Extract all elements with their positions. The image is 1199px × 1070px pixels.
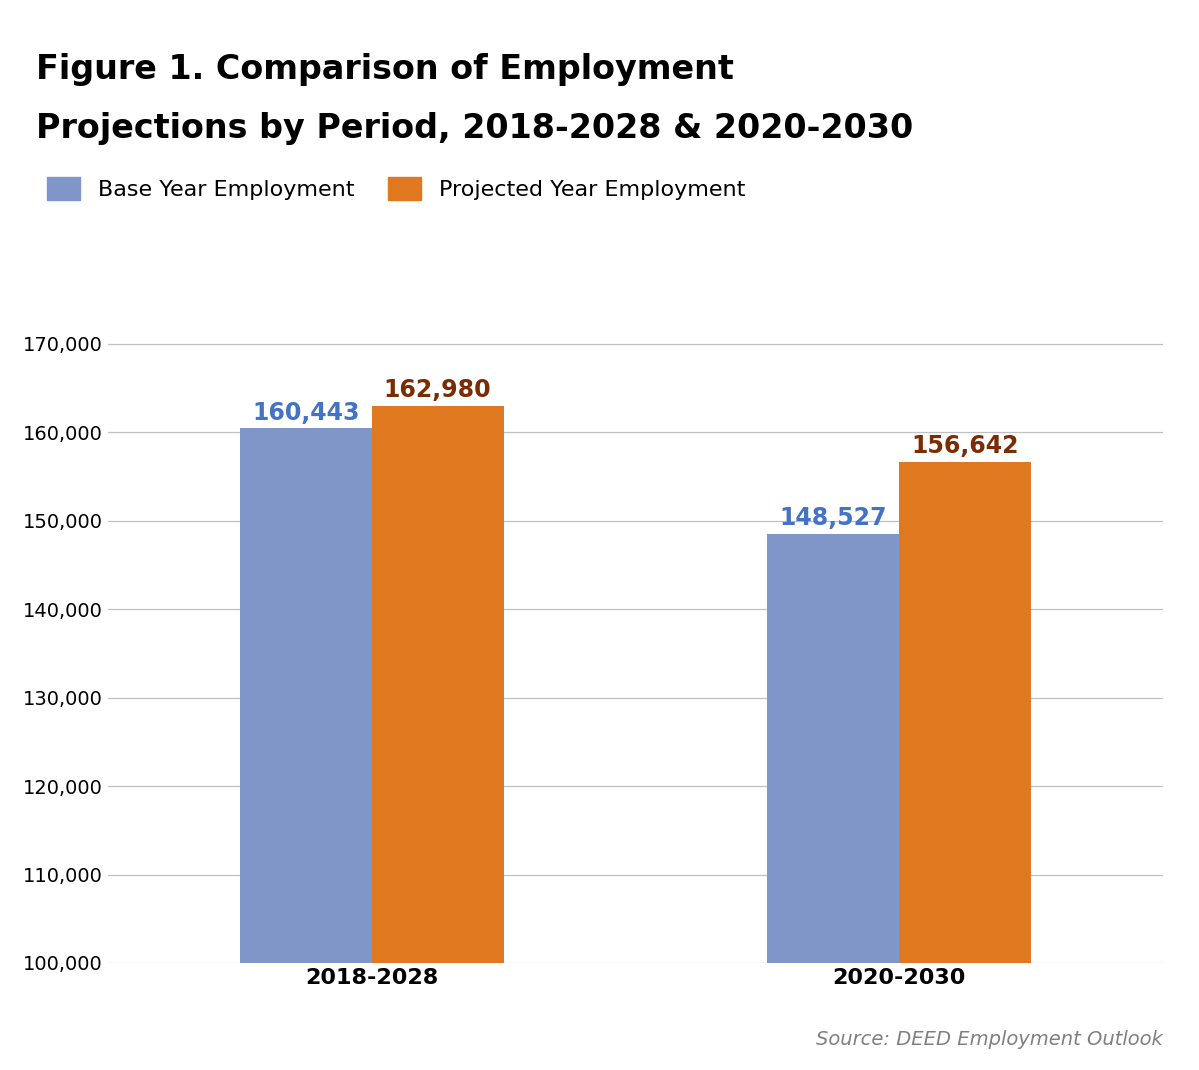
Bar	[767, 534, 899, 1070]
Text: Figure 1. Comparison of Employment: Figure 1. Comparison of Employment	[36, 54, 734, 87]
Text: 160,443: 160,443	[252, 401, 360, 425]
Text: 156,642: 156,642	[911, 434, 1019, 458]
Text: Projections by Period, 2018-2028 & 2020-2030: Projections by Period, 2018-2028 & 2020-…	[36, 112, 914, 146]
Bar	[899, 462, 1031, 1070]
Text: 148,527: 148,527	[779, 506, 887, 531]
Legend: Base Year Employment, Projected Year Employment: Base Year Employment, Projected Year Emp…	[47, 177, 746, 200]
Text: Source: DEED Employment Outlook: Source: DEED Employment Outlook	[817, 1029, 1163, 1049]
Text: 162,980: 162,980	[384, 379, 492, 402]
Bar	[372, 406, 504, 1070]
Bar	[240, 428, 372, 1070]
